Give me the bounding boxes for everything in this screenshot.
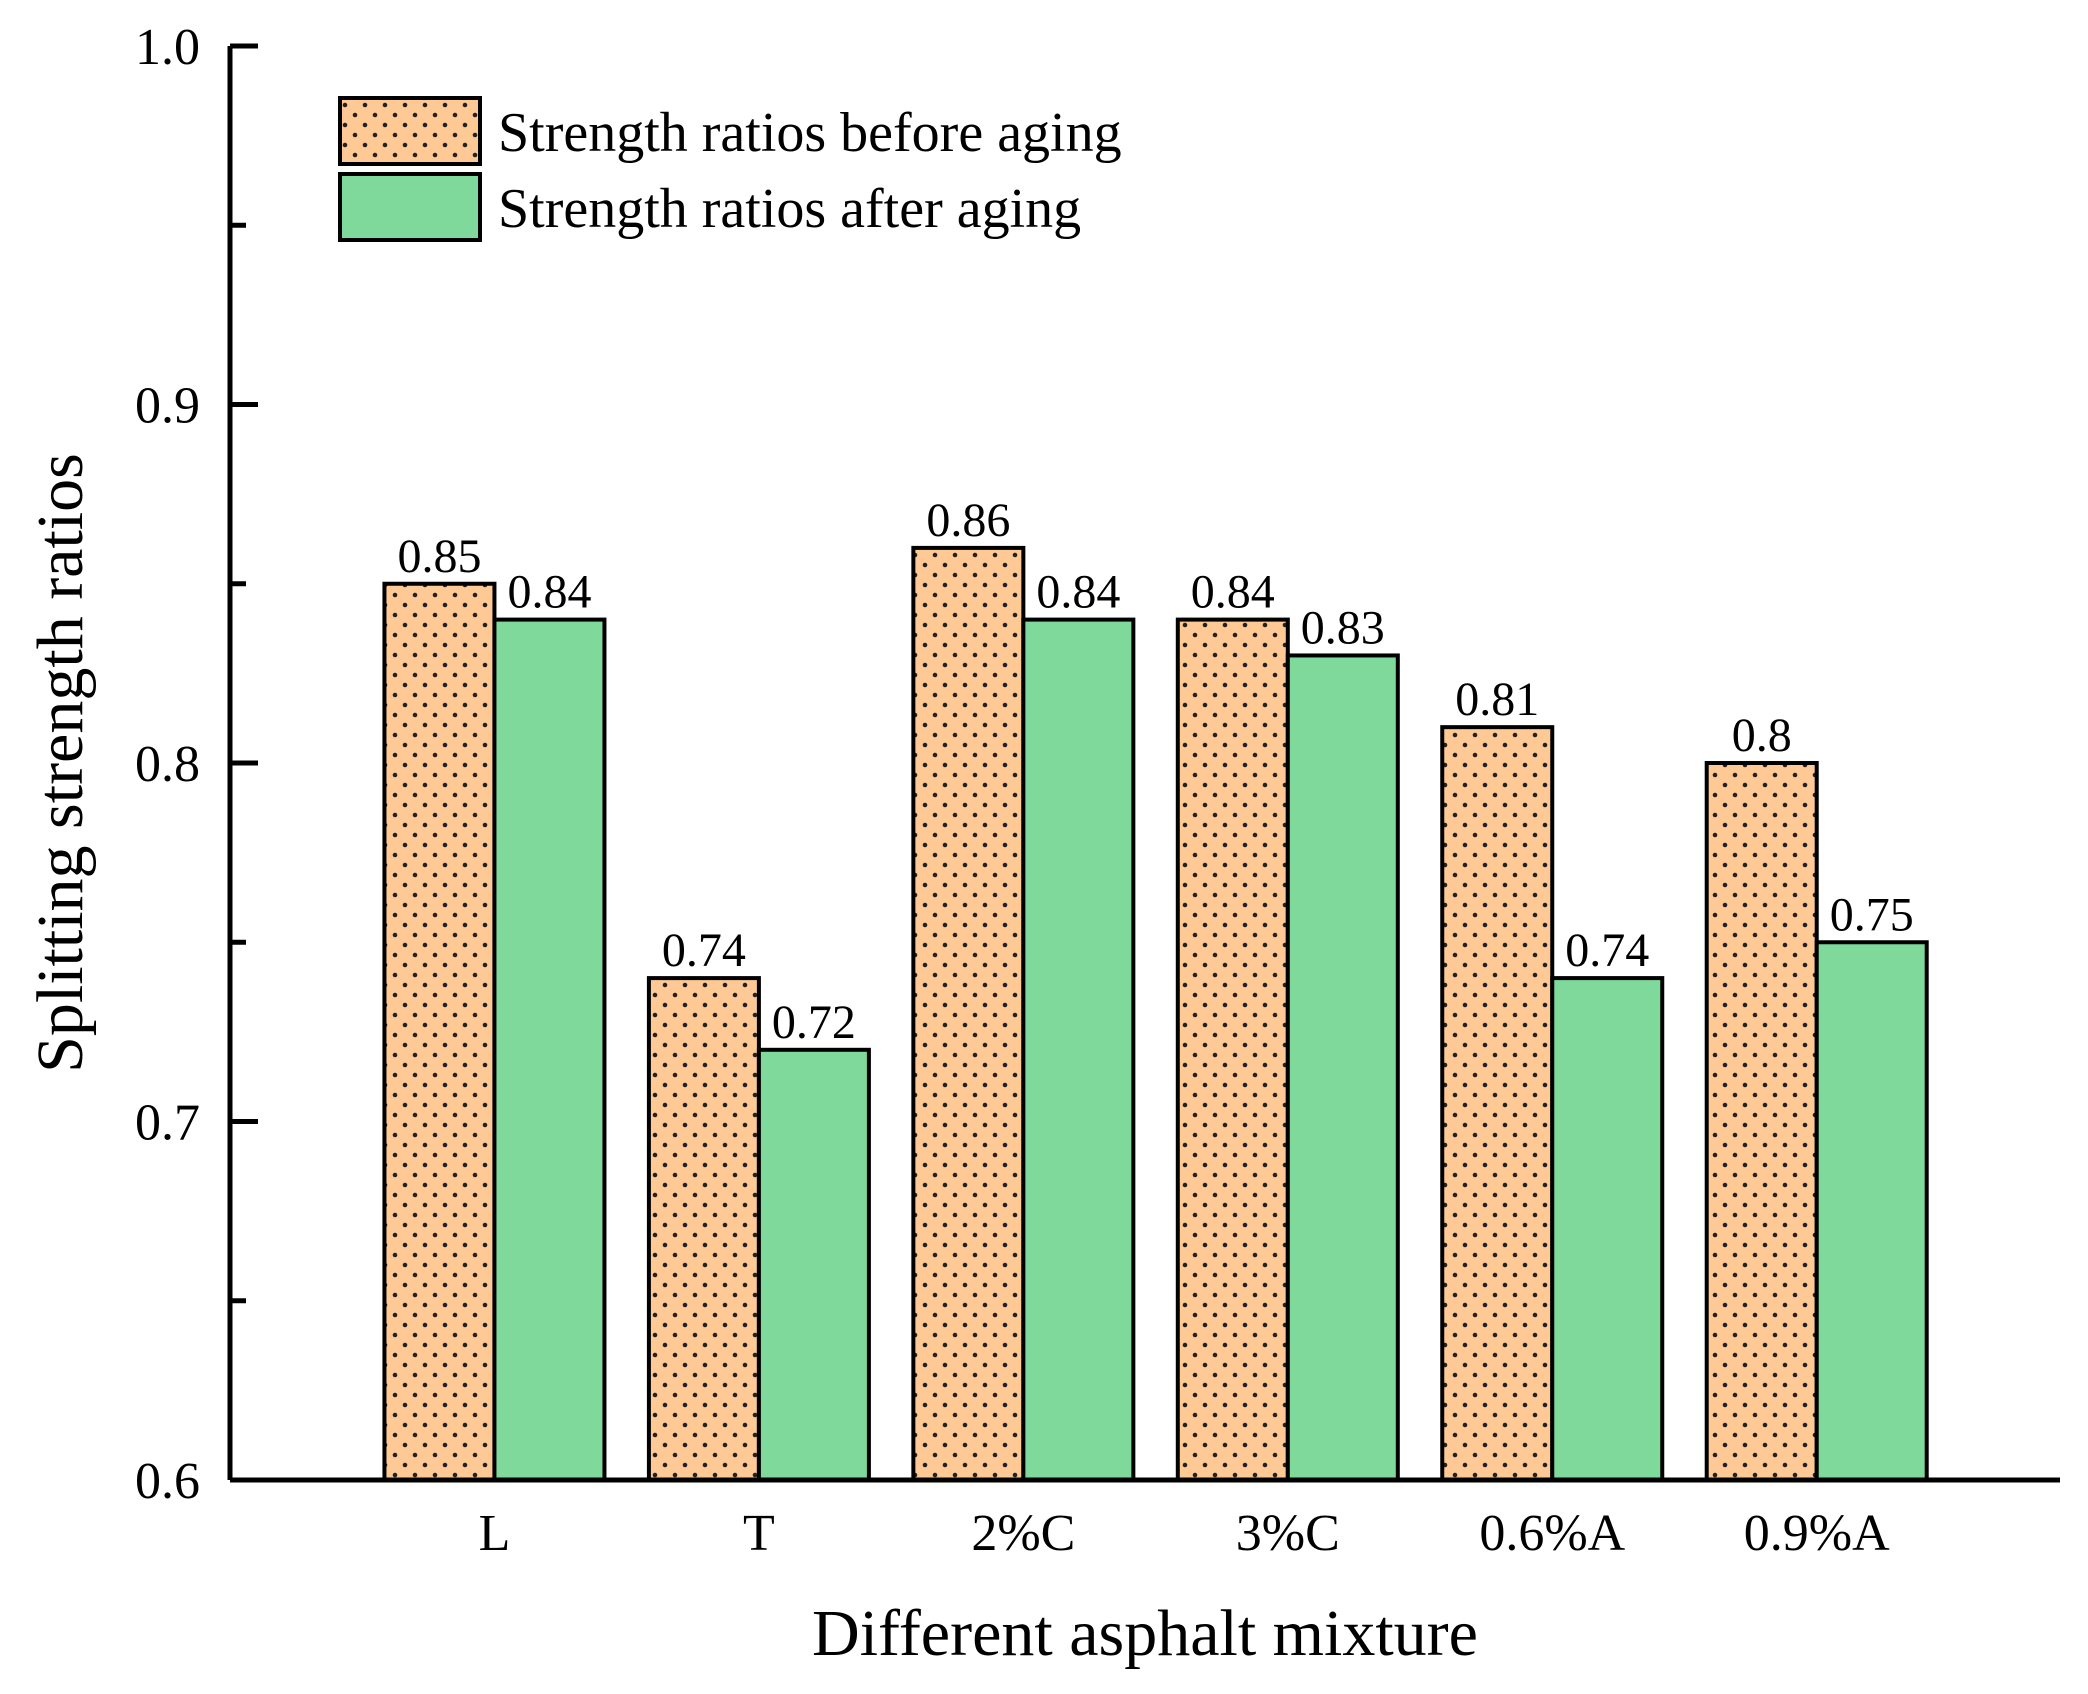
bar-label-after-aging: 0.83 [1301, 601, 1385, 654]
bar-label-before-aging: 0.84 [1191, 566, 1275, 619]
bars-group [382, 545, 1929, 1483]
bar-label-before-aging: 0.86 [926, 494, 1010, 547]
x-tick-label: 0.6%A [1479, 1505, 1625, 1562]
bar-before-aging [1704, 761, 1819, 1482]
x-tick-label: 2%C [971, 1505, 1075, 1562]
y-tick-label: 1.0 [135, 19, 200, 76]
legend-label-before-aging: Strength ratios before aging [498, 102, 1122, 164]
y-axis-title: Splitting strength ratios [24, 453, 97, 1073]
x-axis-title: Different asphalt mixture [812, 1597, 1478, 1670]
bar-labels-group: 0.85 0.84 0.74 0.72 0.86 0.84 0.84 0.83 0.81 0.74… [397, 494, 1913, 1049]
bar-after-aging [1021, 617, 1136, 1482]
y-tick-label: 0.8 [135, 736, 200, 793]
y-tick-label: 0.9 [135, 378, 200, 435]
x-ticks-group: L T 2%C 3%C 0.6%A 0.9%A [479, 1505, 1891, 1562]
bar-label-after-aging: 0.74 [1565, 924, 1649, 977]
bar-before-aging [1175, 617, 1290, 1482]
bar-label-before-aging: 0.85 [397, 530, 481, 583]
bar-after-aging [492, 617, 607, 1482]
bar-label-after-aging: 0.72 [772, 996, 856, 1049]
bar-after-aging [1814, 940, 1929, 1482]
x-tick-label: L [479, 1505, 511, 1562]
bar-label-after-aging: 0.84 [507, 566, 591, 619]
y-tick-label: 0.7 [135, 1095, 200, 1152]
bar-after-aging [1285, 653, 1400, 1482]
legend-label-after-aging: Strength ratios after aging [498, 178, 1081, 240]
y-tick-label: 0.6 [135, 1453, 200, 1510]
bar-before-aging [646, 976, 761, 1482]
x-tick-label: T [743, 1505, 775, 1562]
legend-swatch-before-aging [338, 96, 482, 166]
bar-label-after-aging: 0.75 [1830, 888, 1914, 941]
bar-label-after-aging: 0.84 [1036, 566, 1120, 619]
bar-label-before-aging: 0.74 [662, 924, 746, 977]
bar-before-aging [382, 581, 497, 1482]
x-tick-label: 3%C [1236, 1505, 1340, 1562]
x-tick-label: 0.9%A [1744, 1505, 1890, 1562]
bar-after-aging [756, 1047, 871, 1483]
bar-before-aging [911, 545, 1026, 1482]
bar-before-aging [1440, 725, 1555, 1482]
legend-swatch-after-aging [338, 172, 482, 242]
y-ticks-group: 0.6 0.7 0.8 0.9 1.0 [135, 19, 258, 1510]
bar-label-before-aging: 0.8 [1732, 709, 1792, 762]
bar-label-before-aging: 0.81 [1455, 673, 1539, 726]
bar-after-aging [1550, 976, 1665, 1482]
legend: Strength ratios before aging Strength ra… [338, 96, 1122, 242]
